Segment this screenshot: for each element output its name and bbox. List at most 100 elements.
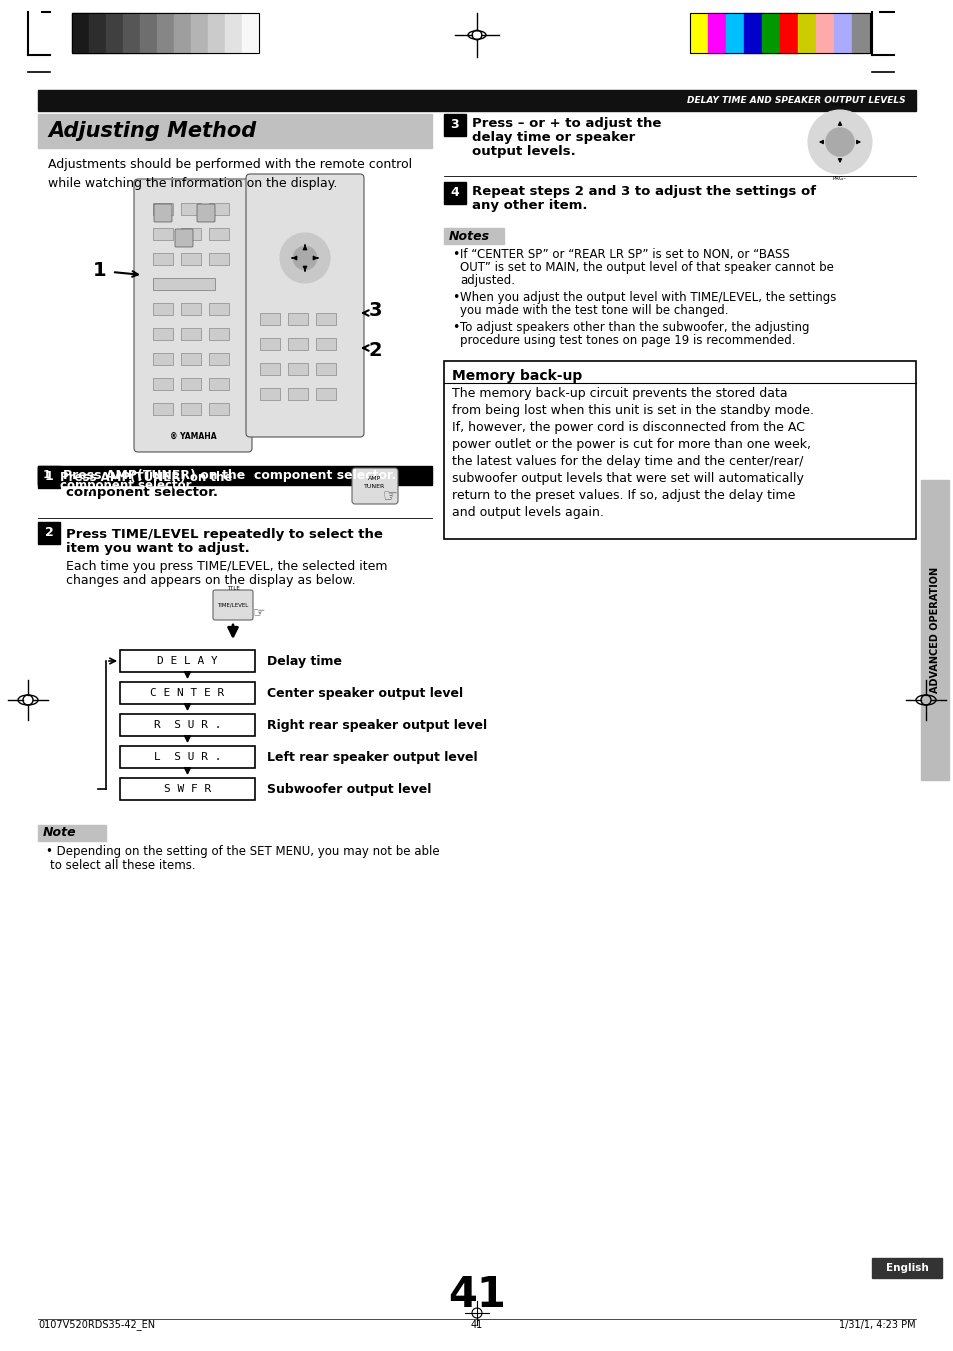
Bar [181,303,201,315]
Text: to select all these items.: to select all these items. [50,859,195,871]
Text: Repeat steps 2 and 3 to adjust the settings of: Repeat steps 2 and 3 to adjust the setti… [472,185,815,199]
Text: subwoofer output levels that were set will automatically: subwoofer output levels that were set wi… [452,471,803,485]
Text: When you adjust the output level with TIME/LEVEL, the settings: When you adjust the output level with TI… [459,290,836,304]
Bar [689,14,707,53]
Text: AMP: AMP [368,477,381,481]
Bar [260,363,280,376]
Bar [181,378,201,390]
Bar [707,14,725,53]
Text: the latest values for the delay time and the center/rear/: the latest values for the delay time and… [452,455,802,467]
Text: Delay time: Delay time [267,654,341,667]
Text: 3: 3 [368,300,381,319]
Bar [191,14,208,53]
Bar [209,203,229,215]
Text: return to the preset values. If so, adjust the delay time: return to the preset values. If so, adju… [452,489,795,503]
Text: Press AMP(TUNER) on the  component selector.: Press AMP(TUNER) on the component select… [63,469,395,482]
Text: DELAY TIME AND SPEAKER OUTPUT LEVELS: DELAY TIME AND SPEAKER OUTPUT LEVELS [687,96,905,105]
Text: procedure using test tones on page 19 is recommended.: procedure using test tones on page 19 is… [459,334,795,347]
Text: Adjusting Method: Adjusting Method [48,122,256,141]
FancyArrowPatch shape [303,245,306,250]
Bar [38,91,915,111]
Bar [797,14,815,53]
Text: you made with the test tone will be changed.: you made with the test tone will be chan… [459,304,728,317]
Text: adjusted.: adjusted. [459,274,515,286]
Bar [725,14,743,53]
Text: 1: 1 [93,261,107,280]
Bar [260,338,280,350]
Bar [260,388,280,400]
Text: any other item.: any other item. [472,199,587,212]
Text: ADVANCED OPERATION: ADVANCED OPERATION [929,567,939,693]
Text: ☞: ☞ [253,605,265,619]
Bar [288,338,308,350]
Text: D E L A Y: D E L A Y [157,657,217,666]
Text: Center speaker output level: Center speaker output level [267,686,462,700]
Bar [120,650,254,671]
Text: L  S U R .: L S U R . [153,753,221,762]
Text: • Depending on the setting of the SET MENU, you may not be able: • Depending on the setting of the SET ME… [46,844,439,858]
Text: If “CENTER SP” or “REAR LR SP” is set to NON, or “BASS: If “CENTER SP” or “REAR LR SP” is set to… [459,249,789,261]
Bar [181,228,201,240]
Text: Left rear speaker output level: Left rear speaker output level [267,751,477,763]
Bar [208,14,225,53]
Text: Each time you press TIME/LEVEL, the selected item: Each time you press TIME/LEVEL, the sele… [66,561,387,573]
Text: TIME/LEVEL: TIME/LEVEL [217,603,249,608]
Text: Press – or + to adjust the: Press – or + to adjust the [472,118,660,130]
Bar [443,361,915,539]
Bar [181,403,201,415]
Bar [260,313,280,326]
Text: OUT” is set to MAIN, the output level of that speaker cannot be: OUT” is set to MAIN, the output level of… [459,261,833,274]
Text: Adjustments should be performed with the remote control
while watching the infor: Adjustments should be performed with the… [48,158,412,190]
Text: and output levels again.: and output levels again. [452,507,603,519]
Text: 41: 41 [448,1274,505,1316]
Bar [871,1258,941,1278]
Bar [833,14,851,53]
Bar [38,466,432,507]
Text: ☞: ☞ [382,486,397,505]
Text: •: • [452,290,459,304]
Bar [120,713,254,736]
Bar [120,746,254,767]
Text: PRG–: PRG– [832,177,846,181]
Bar [71,14,258,53]
Text: component selector.: component selector. [66,486,218,499]
Text: Note: Note [43,827,76,839]
Text: C E N T E R: C E N T E R [151,688,224,698]
Text: 1: 1 [45,470,53,484]
Bar [152,403,172,415]
Bar [140,14,157,53]
Bar [152,253,172,265]
Text: Press AMP(TUNER) on the: Press AMP(TUNER) on the [66,471,260,485]
Text: S W F R: S W F R [164,784,211,794]
Bar [315,363,335,376]
Bar [71,14,89,53]
Bar [152,328,172,340]
Bar [209,353,229,365]
Bar [181,328,201,340]
Bar [157,14,173,53]
Bar [152,228,172,240]
Text: ® YAMAHA: ® YAMAHA [170,431,216,440]
Bar [152,353,172,365]
Bar [815,14,833,53]
Text: The memory back-up circuit prevents the stored data: The memory back-up circuit prevents the … [452,386,787,400]
Bar [743,14,761,53]
Bar [851,14,869,53]
Text: Notes: Notes [449,230,490,242]
Bar [780,14,797,53]
Text: To adjust speakers other than the subwoofer, the adjusting: To adjust speakers other than the subwoo… [459,322,809,334]
Bar [225,14,242,53]
Bar [689,14,869,53]
Bar [181,353,201,365]
Bar [123,14,140,53]
Text: 2: 2 [45,527,53,539]
Text: component selector.: component selector. [60,480,194,492]
Bar [288,388,308,400]
Text: 4: 4 [450,186,459,200]
Bar [242,14,258,53]
Text: power outlet or the power is cut for more than one week,: power outlet or the power is cut for mor… [452,438,810,451]
Bar [288,363,308,376]
Text: 41: 41 [471,1320,482,1329]
Bar [443,113,465,136]
Bar [209,253,229,265]
